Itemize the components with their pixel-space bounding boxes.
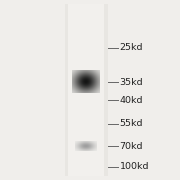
Bar: [65, 4, 108, 176]
Text: 40kd: 40kd: [120, 96, 143, 105]
Bar: [68, 4, 104, 176]
Text: 55kd: 55kd: [120, 119, 143, 128]
Text: 35kd: 35kd: [120, 78, 143, 87]
Text: 25kd: 25kd: [120, 43, 143, 52]
Text: 100kd: 100kd: [120, 162, 149, 171]
Text: 70kd: 70kd: [120, 142, 143, 151]
